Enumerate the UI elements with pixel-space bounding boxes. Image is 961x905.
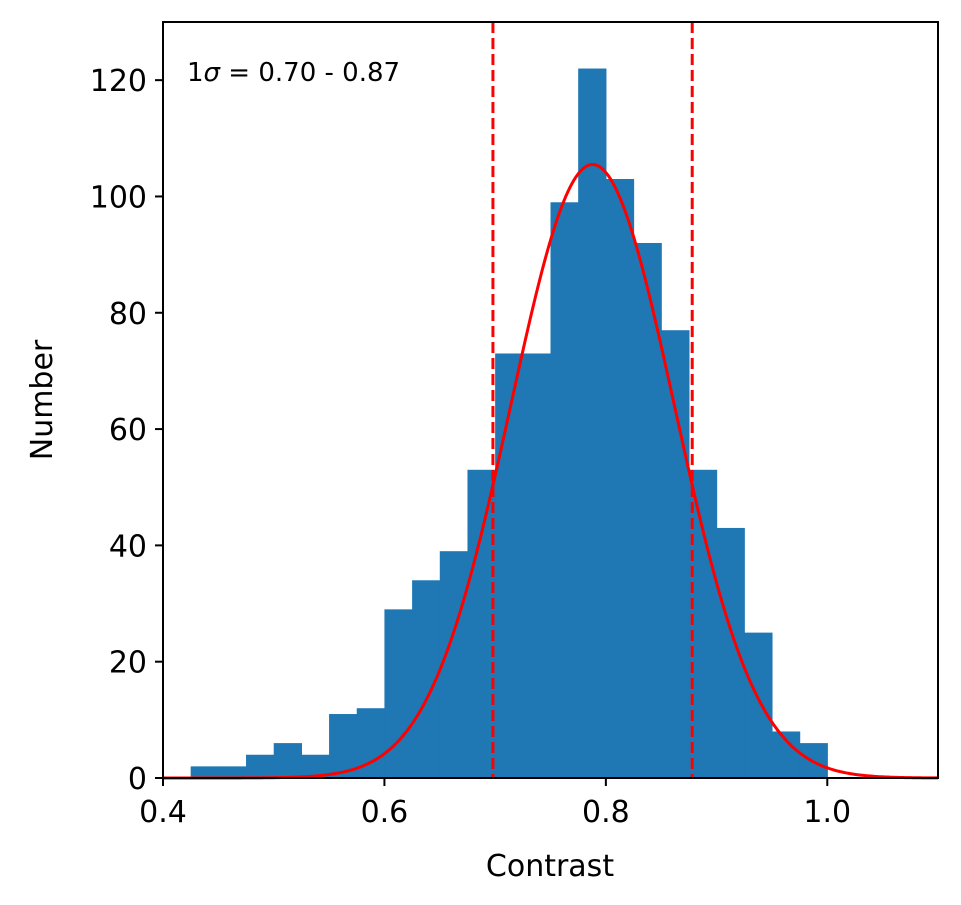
histogram-bar xyxy=(246,754,275,778)
histogram-bar xyxy=(744,632,773,778)
y-tick-label: 20 xyxy=(109,646,147,681)
x-tick-label: 0.8 xyxy=(582,795,630,830)
y-tick-label: 40 xyxy=(109,529,147,564)
histogram-bar xyxy=(522,353,552,778)
histogram-bar xyxy=(190,766,219,778)
y-tick-label: 100 xyxy=(90,180,147,215)
histogram-bar xyxy=(578,68,607,779)
histogram-bar xyxy=(661,330,690,778)
x-tick-label: 0.4 xyxy=(139,795,187,830)
x-axis-label: Contrast xyxy=(486,849,614,884)
histogram-bar xyxy=(550,202,579,778)
histogram-bar xyxy=(605,179,635,778)
y-tick-label: 0 xyxy=(128,762,147,797)
x-tick-label: 0.6 xyxy=(361,795,409,830)
y-tick-label: 80 xyxy=(109,297,147,332)
histogram-bar xyxy=(329,714,358,778)
histogram-bar xyxy=(633,242,662,778)
y-tick-label: 60 xyxy=(109,413,147,448)
histogram-bar xyxy=(218,766,247,778)
y-axis-ticks: 0 20 40 60 80 100 120 xyxy=(90,64,163,797)
y-axis-label: Number xyxy=(25,339,60,460)
annotation-prefix: 1 xyxy=(187,58,204,88)
sigma-annotation: 1σ = 0.70 - 0.87 xyxy=(187,58,400,88)
histogram-bar xyxy=(495,353,524,778)
histogram-bars xyxy=(190,68,828,779)
x-tick-label: 1.0 xyxy=(803,795,851,830)
histogram-bar xyxy=(467,469,496,778)
plot-frame xyxy=(162,21,939,779)
annotation-sigma: σ xyxy=(204,58,222,88)
histogram-bar xyxy=(439,551,469,778)
histogram-bar xyxy=(716,527,745,778)
histogram-bar xyxy=(273,743,302,778)
annotation-range: = 0.70 - 0.87 xyxy=(220,58,400,88)
histogram-bar xyxy=(384,609,413,778)
x-axis-ticks: 0.4 0.6 0.8 1.0 xyxy=(139,778,851,830)
y-tick-label: 120 xyxy=(90,64,147,99)
histogram-bar xyxy=(301,754,330,778)
sigma-range-lines xyxy=(491,22,694,778)
